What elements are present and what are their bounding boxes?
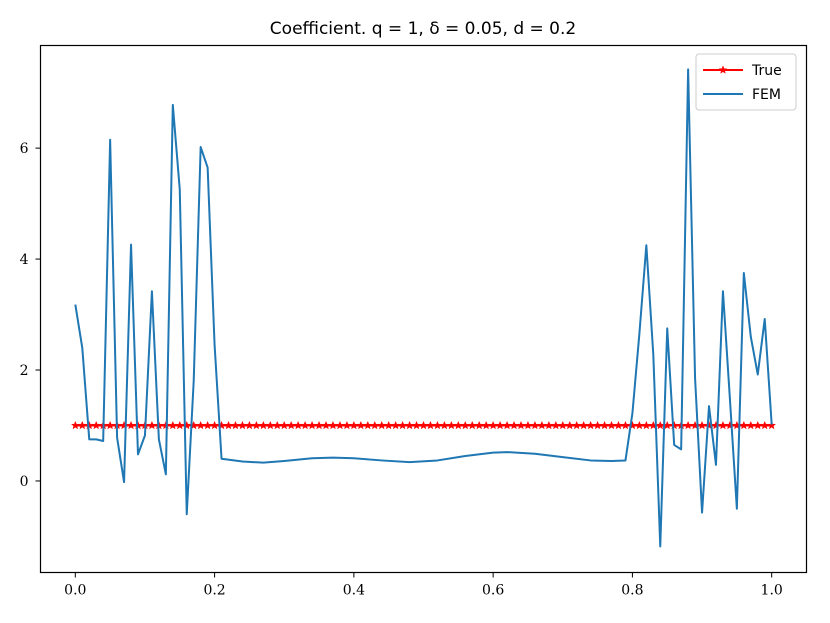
x-tick-label: 0.0 <box>64 583 86 599</box>
legend-fem-label: FEM <box>752 87 781 103</box>
legend-box <box>695 53 797 111</box>
legend-true-marker <box>718 65 728 74</box>
data-point <box>767 420 777 430</box>
legend-true-label: True <box>751 63 782 79</box>
plot-frame <box>39 44 808 574</box>
chart-title: Coefficient. q = 1, δ = 0.05, d = 0.2 <box>270 19 576 39</box>
x-tick-label: 0.2 <box>203 583 225 599</box>
x-tick-label: 0.8 <box>621 583 643 599</box>
legend: True FEM <box>695 53 797 111</box>
x-tick-label: 0.6 <box>482 583 504 599</box>
x-tick-label: 0.4 <box>343 583 365 599</box>
y-tick-label: 0 <box>20 474 29 490</box>
series-layer <box>70 68 777 548</box>
y-tick-label: 2 <box>20 363 29 379</box>
legend-star-marker <box>718 65 728 74</box>
series-fem <box>74 68 773 548</box>
series-line-fem <box>74 68 773 548</box>
y-tick-label: 6 <box>20 141 29 157</box>
axis-ticks: 0.0 0.2 0.4 0.6 0.8 1.0 0 2 4 6 <box>20 141 783 598</box>
x-tick-label: 1.0 <box>761 583 783 599</box>
y-tick-label: 4 <box>20 252 29 268</box>
